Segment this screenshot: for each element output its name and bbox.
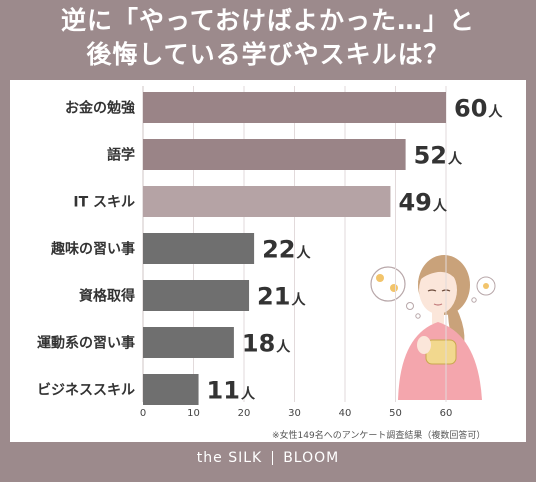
category-label: 資格取得 <box>79 288 135 305</box>
value-label: 11人 <box>207 377 256 405</box>
category-label: 語学 <box>107 147 135 164</box>
x-tick-label: 50 <box>389 408 402 419</box>
value-label: 60人 <box>454 95 503 123</box>
category-label: お金の勉強 <box>65 100 135 117</box>
bar <box>143 92 446 123</box>
bar <box>143 233 255 264</box>
bar <box>143 186 391 217</box>
value-label: 52人 <box>414 142 463 170</box>
brand-left: the SILK <box>196 450 263 466</box>
value-label: 21人 <box>257 283 306 311</box>
bar <box>143 374 199 405</box>
title-line-2: 後悔している学びやスキルは？ <box>86 40 450 69</box>
x-tick-label: 30 <box>288 408 301 419</box>
category-label: 運動系の習い事 <box>37 335 135 352</box>
title-line-1: 逆に「やっておけばよかった…」と <box>60 6 475 35</box>
value-label: 49人 <box>398 189 447 217</box>
value-label: 22人 <box>262 236 311 264</box>
x-tick-label: 0 <box>140 408 146 419</box>
category-label: IT スキル <box>73 195 135 211</box>
bar <box>143 327 234 358</box>
brand-logo: the SILK BLOOM <box>0 450 536 466</box>
category-label: ビジネススキル <box>37 383 135 399</box>
bar <box>143 139 406 170</box>
x-tick-label: 10 <box>187 408 200 419</box>
chart-title: 逆に「やっておけばよかった…」と 後悔している学びやスキルは？ <box>0 4 536 72</box>
x-tick-label: 20 <box>238 408 251 419</box>
bar <box>143 280 250 311</box>
value-label: 18人 <box>242 330 291 358</box>
brand-right: BLOOM <box>283 450 340 466</box>
woman-thinking-illustration <box>370 255 496 400</box>
category-label: 趣味の習い事 <box>50 241 135 258</box>
x-tick-label: 40 <box>339 408 352 419</box>
x-tick-label: 60 <box>440 408 453 419</box>
survey-note: ※女性149名へのアンケート調査結果（複数回答可） <box>272 431 486 441</box>
brand-divider <box>272 451 274 465</box>
